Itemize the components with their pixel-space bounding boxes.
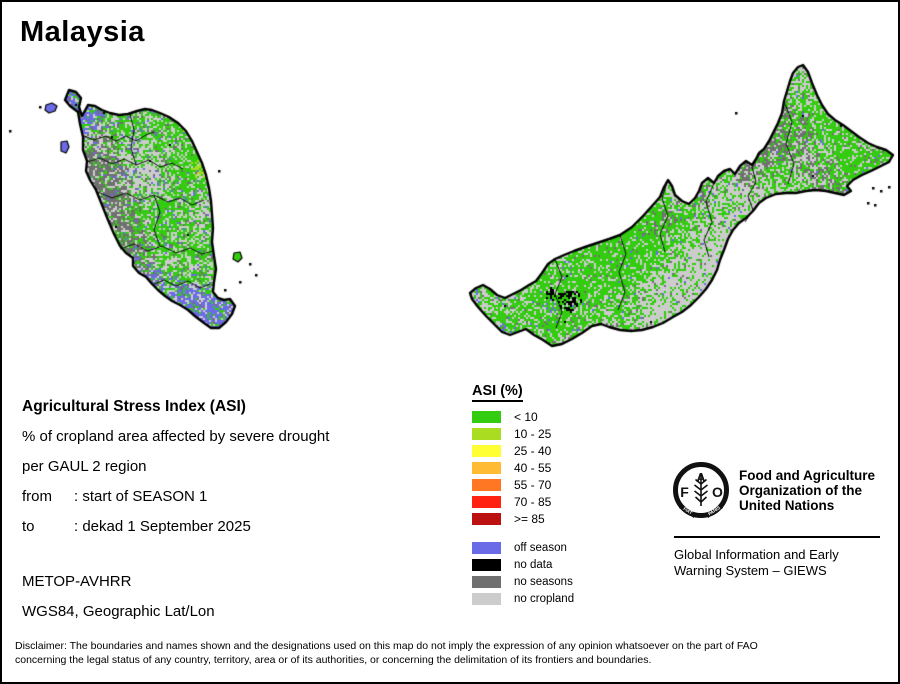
legend-row: 55 - 70 — [472, 476, 574, 493]
legend-color-swatch — [472, 410, 501, 423]
legend-row: < 10 — [472, 408, 574, 425]
fao-org-name: Food and Agriculture Organization of the… — [739, 468, 875, 513]
fao-motto-panis: PANIS — [707, 505, 721, 517]
legend-row-label: 10 - 25 — [514, 426, 552, 441]
legend-color-swatch — [472, 512, 501, 525]
fao-logo: A F O FIAT PANIS — [673, 462, 729, 518]
legend-color-swatch — [472, 444, 501, 457]
sensor-label: METOP-AVHRR — [22, 573, 132, 590]
legend-row-label: 70 - 85 — [514, 494, 552, 509]
legend-row-label: >= 85 — [514, 511, 545, 526]
legend-title: ASI (%) — [472, 383, 523, 402]
legend-color-swatch — [472, 495, 501, 508]
legend-color-swatch — [472, 461, 501, 474]
legend-row-label: no data — [514, 559, 553, 572]
legend-row-label: 40 - 55 — [514, 460, 552, 475]
legend-row-label: off season — [514, 542, 567, 555]
legend-row: 25 - 40 — [472, 442, 574, 459]
from-row: from : start of SEASON 1 — [22, 482, 329, 512]
map-info-block: Agricultural Stress Index (ASI) % of cro… — [22, 392, 329, 542]
legend-row: no cropland — [472, 590, 574, 607]
to-row: to : dekad 1 September 2025 — [22, 512, 329, 542]
legend-row: off season — [472, 540, 574, 557]
from-value: : start of SEASON 1 — [74, 488, 208, 505]
legend-color-swatch — [472, 559, 501, 572]
legend-row: no seasons — [472, 574, 574, 591]
asi-subtitle: % of cropland area affected by severe dr… — [22, 428, 330, 445]
legend-color-swatch — [472, 575, 501, 588]
legend-row-label: 25 - 40 — [514, 443, 552, 458]
fiat-panis-ribbon: FIAT PANIS — [679, 504, 723, 518]
legend-row-label: 55 - 70 — [514, 477, 552, 492]
asi-heading: Agricultural Stress Index (ASI) — [22, 398, 246, 415]
legend-extra-classes: off season no data no seasons no croplan… — [472, 540, 574, 607]
legend-row-label: no cropland — [514, 592, 575, 605]
disclaimer-text: Disclaimer: The boundaries and names sho… — [15, 640, 758, 666]
fao-separator-rule — [674, 536, 880, 538]
legend-asi-classes: < 10 10 - 25 25 - 40 40 - 55 55 - 70 70 … — [472, 408, 574, 527]
giews-label: Global Information and Early Warning Sys… — [674, 547, 839, 578]
legend-row-label: no seasons — [514, 575, 573, 588]
legend-row-label: < 10 — [514, 409, 538, 424]
projection-label: WGS84, Geographic Lat/Lon — [22, 603, 215, 620]
legend-row: >= 85 — [472, 510, 574, 527]
to-value: : dekad 1 September 2025 — [74, 518, 251, 535]
legend-row: 10 - 25 — [472, 425, 574, 442]
legend-color-swatch — [472, 427, 501, 440]
wheat-ear-icon — [694, 474, 708, 506]
legend-row: no data — [472, 557, 574, 574]
from-label: from — [22, 488, 52, 505]
legend-row: 40 - 55 — [472, 459, 574, 476]
legend-color-swatch — [472, 542, 501, 555]
to-label: to — [22, 518, 35, 535]
legend-row: 70 - 85 — [472, 493, 574, 510]
fao-logo-letter-f: F — [680, 484, 689, 500]
legend-color-swatch — [472, 592, 501, 605]
fao-motto-fiat: FIAT — [682, 506, 693, 516]
legend-color-swatch — [472, 478, 501, 491]
page-title: Malaysia — [20, 16, 145, 48]
legend: ASI (%) < 10 10 - 25 25 - 40 40 - 55 55 … — [472, 383, 574, 607]
fao-logo-letter-o: O — [712, 484, 723, 500]
asi-region-line: per GAUL 2 region — [22, 458, 147, 475]
